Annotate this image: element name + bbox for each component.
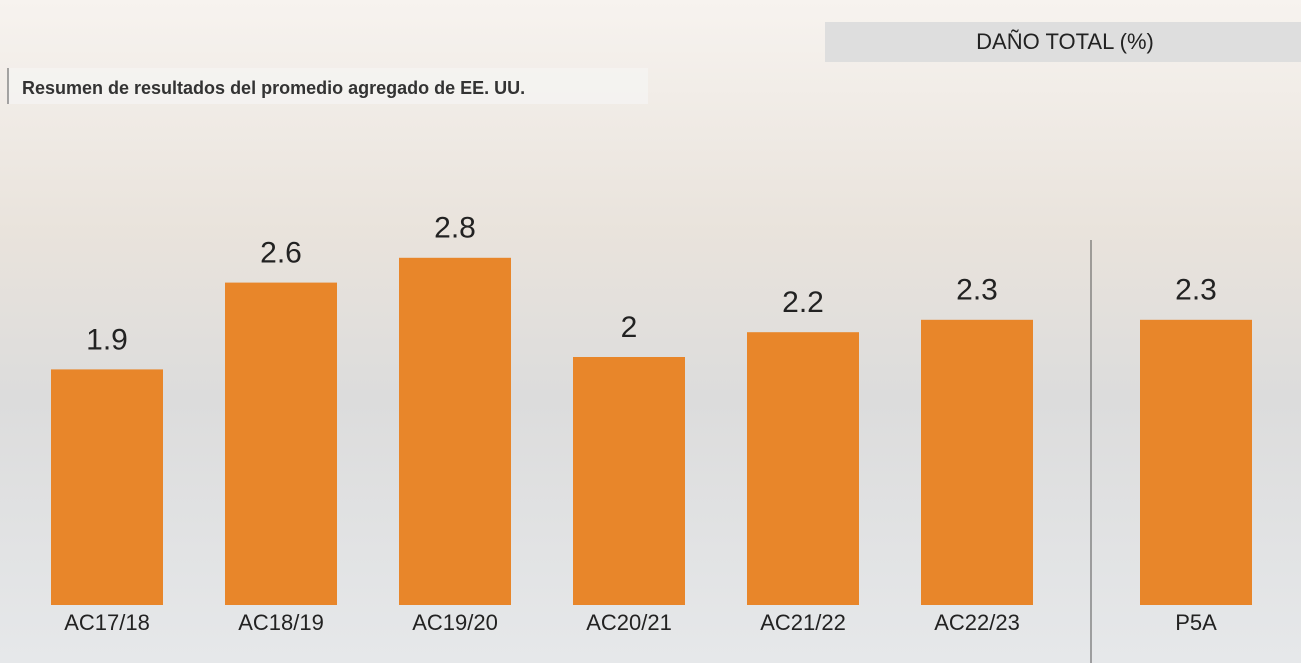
value-label: 2 bbox=[621, 311, 638, 344]
bar bbox=[747, 332, 859, 605]
title-box bbox=[825, 22, 1301, 62]
value-label: 2.2 bbox=[782, 286, 824, 319]
x-tick-label: AC22/23 bbox=[934, 610, 1020, 635]
bar bbox=[51, 369, 163, 605]
bar bbox=[573, 357, 685, 605]
value-label: 2.6 bbox=[260, 237, 302, 270]
x-tick-label: AC17/18 bbox=[64, 610, 150, 635]
bar bbox=[225, 282, 337, 605]
x-tick-label: AC21/22 bbox=[760, 610, 846, 635]
x-tick-label: AC18/19 bbox=[238, 610, 324, 635]
chart-title: DAÑO TOTAL (%) bbox=[976, 29, 1154, 54]
bar bbox=[1140, 319, 1252, 605]
bar bbox=[399, 257, 511, 605]
value-label: 2.3 bbox=[1175, 274, 1217, 307]
subtitle-box bbox=[8, 68, 648, 104]
x-tick-label: AC19/20 bbox=[412, 610, 498, 635]
chart-subtitle: Resumen de resultados del promedio agreg… bbox=[22, 78, 525, 98]
value-label: 1.9 bbox=[86, 323, 128, 356]
value-label: 2.3 bbox=[956, 274, 998, 307]
x-tick-label: P5A bbox=[1175, 610, 1217, 635]
bar bbox=[921, 319, 1033, 605]
value-label: 2.8 bbox=[434, 212, 476, 245]
x-tick-label: AC20/21 bbox=[586, 610, 672, 635]
